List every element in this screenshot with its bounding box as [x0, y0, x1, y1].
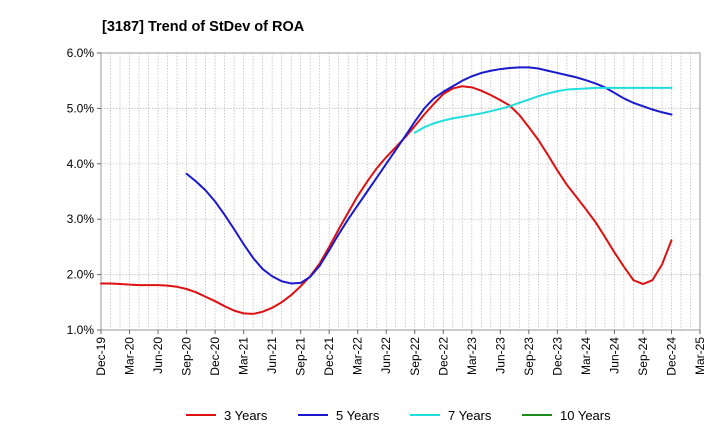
legend-label: 7 Years — [448, 408, 492, 423]
x-tick-label: Jun-21 — [265, 337, 279, 374]
x-tick-label: Dec-19 — [94, 337, 108, 376]
x-tick-label: Jun-22 — [379, 337, 393, 374]
plot-area-frame — [100, 52, 701, 331]
series-line-3-years — [100, 85, 673, 315]
x-tick-label: Dec-22 — [436, 337, 450, 376]
x-tick-label: Sep-24 — [636, 337, 650, 376]
legend-label: 3 Years — [224, 408, 268, 423]
x-tick-label: Dec-21 — [322, 337, 336, 376]
x-axis-ticks: Dec-19 Mar-20 Jun-20 Sep-20 Dec-20 Mar-21 Jun-… — [94, 330, 707, 376]
y-tick-label: 2.0% — [67, 268, 95, 282]
legend-item-7-years[interactable]: 7 Years — [410, 408, 492, 423]
x-tick-label: Sep-23 — [522, 337, 536, 376]
legend-item-3-years[interactable]: 3 Years — [186, 408, 268, 423]
legend-label: 10 Years — [560, 408, 611, 423]
x-tick-label: Mar-21 — [237, 337, 251, 375]
y-tick-label: 4.0% — [67, 157, 95, 171]
x-tick-label: Dec-20 — [208, 337, 222, 376]
x-tick-label: Dec-24 — [664, 337, 678, 376]
series-line-7-years — [413, 86, 673, 134]
series-lines — [100, 66, 673, 315]
y-axis-ticks: 1.0% 2.0% 3.0% 4.0% 5.0% 6.0% — [67, 46, 101, 337]
y-tick-label: 3.0% — [67, 212, 95, 226]
x-tick-label: Jun-23 — [493, 337, 507, 374]
x-tick-label: Sep-21 — [294, 337, 308, 376]
x-tick-label: Mar-22 — [351, 337, 365, 375]
legend-item-5-years[interactable]: 5 Years — [298, 408, 380, 423]
x-tick-label: Jun-20 — [151, 337, 165, 374]
legend-item-10-years[interactable]: 10 Years — [522, 408, 611, 423]
x-tick-label: Jun-24 — [607, 337, 621, 374]
x-tick-label: Sep-22 — [408, 337, 422, 376]
x-tick-label: Mar-25 — [693, 337, 707, 375]
legend[interactable]: 3 Years 5 Years 7 Years 10 Years — [186, 408, 611, 423]
legend-label: 5 Years — [336, 408, 380, 423]
x-tick-label: Dec-23 — [550, 337, 564, 376]
y-tick-label: 6.0% — [67, 46, 95, 60]
x-tick-label: Mar-23 — [465, 337, 479, 375]
x-tick-label: Mar-24 — [579, 337, 593, 375]
x-tick-label: Mar-20 — [123, 337, 137, 375]
x-tick-label: Sep-20 — [180, 337, 194, 376]
y-tick-label: 1.0% — [67, 323, 95, 337]
grid — [100, 52, 701, 331]
y-tick-label: 5.0% — [67, 101, 95, 115]
series-line-5-years — [185, 66, 673, 285]
chart-title: [3187] Trend of StDev of ROA — [102, 19, 305, 35]
